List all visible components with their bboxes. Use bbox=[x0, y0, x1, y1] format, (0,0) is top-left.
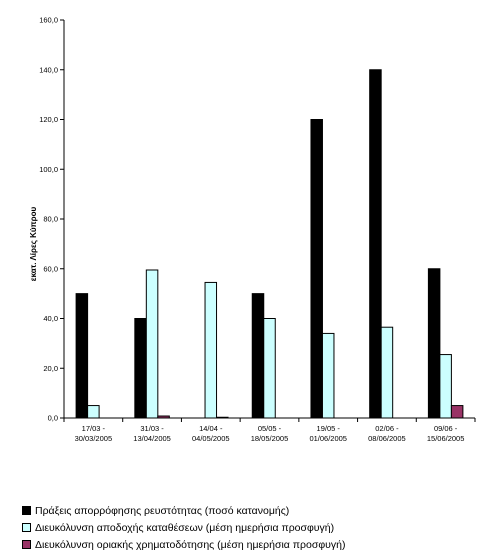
bar-series-2 bbox=[263, 318, 276, 419]
bar-series-1 bbox=[369, 69, 382, 419]
bar-series-2 bbox=[204, 281, 218, 419]
y-tick-label: 160,0 bbox=[39, 16, 58, 25]
bar-series-2 bbox=[380, 326, 394, 419]
y-axis-ticks: 0,0 20,0 40,0 60,0 80,0 100,0 120,0 140,0 160,0 bbox=[39, 16, 64, 423]
y-tick-label: 100,0 bbox=[39, 165, 58, 174]
x-tick-label: 09/06 -15/06/2005 bbox=[427, 424, 465, 443]
legend-swatch bbox=[22, 540, 31, 549]
y-tick-label: 140,0 bbox=[39, 65, 58, 74]
bar-series-1 bbox=[134, 318, 147, 419]
x-tick-label: 02/06 -08/06/2005 bbox=[368, 424, 406, 443]
x-tick-label: 17/03 -30/03/2005 bbox=[75, 424, 113, 443]
bar-series-2 bbox=[145, 269, 159, 419]
y-tick-label: 0,0 bbox=[48, 414, 58, 423]
bar-series-2 bbox=[321, 332, 335, 419]
legend-swatch bbox=[22, 523, 31, 532]
y-tick-label: 40,0 bbox=[43, 314, 58, 323]
bars bbox=[75, 69, 464, 419]
x-tick-label: 14/04 -04/05/2005 bbox=[192, 424, 230, 443]
legend-item-1: Πράξεις απορρόφησης ρευστότητας (ποσό κα… bbox=[22, 502, 478, 519]
bar-series-1 bbox=[75, 293, 89, 419]
legend-item-3: Διευκόλυνση οριακής χρηματοδότησης (μέση… bbox=[22, 536, 478, 553]
y-tick-label: 80,0 bbox=[43, 215, 58, 224]
bar-series-1 bbox=[427, 268, 441, 419]
legend-label: Διευκόλυνση αποδοχής καταθέσεων (μέση ημ… bbox=[35, 521, 335, 534]
bar-series-1 bbox=[251, 293, 265, 419]
bar-chart: εκατ. Λίρες Κύπρου 0,0 20,0 40,0 60,0 80,0 10… bbox=[29, 16, 476, 443]
y-tick-label: 60,0 bbox=[43, 264, 58, 273]
y-axis-label: εκατ. Λίρες Κύπρου bbox=[29, 206, 38, 281]
x-tick-label: 31/03 -13/04/2005 bbox=[133, 424, 171, 443]
legend-swatch bbox=[22, 506, 31, 515]
bar-series-2 bbox=[439, 354, 452, 419]
legend-label: Πράξεις απορρόφησης ρευστότητας (ποσό κα… bbox=[35, 504, 290, 517]
legend-item-2: Διευκόλυνση αποδοχής καταθέσεων (μέση ημ… bbox=[22, 519, 478, 536]
bar-series-2 bbox=[87, 405, 100, 419]
y-tick-label: 120,0 bbox=[39, 115, 58, 124]
x-tick-label: 05/05 -18/05/2005 bbox=[251, 424, 289, 443]
y-tick-label: 20,0 bbox=[43, 364, 58, 373]
bar-series-1 bbox=[310, 119, 323, 419]
bar-series-3 bbox=[450, 405, 464, 419]
x-tick-label: 19/05 -01/06/2005 bbox=[309, 424, 347, 443]
x-axis-ticks: 17/03 -30/03/2005 31/03 -13/04/2005 14/04 … bbox=[63, 418, 476, 443]
legend: Πράξεις απορρόφησης ρευστότητας (ποσό κα… bbox=[22, 502, 478, 553]
legend-label: Διευκόλυνση οριακής χρηματοδότησης (μέση… bbox=[35, 538, 346, 551]
